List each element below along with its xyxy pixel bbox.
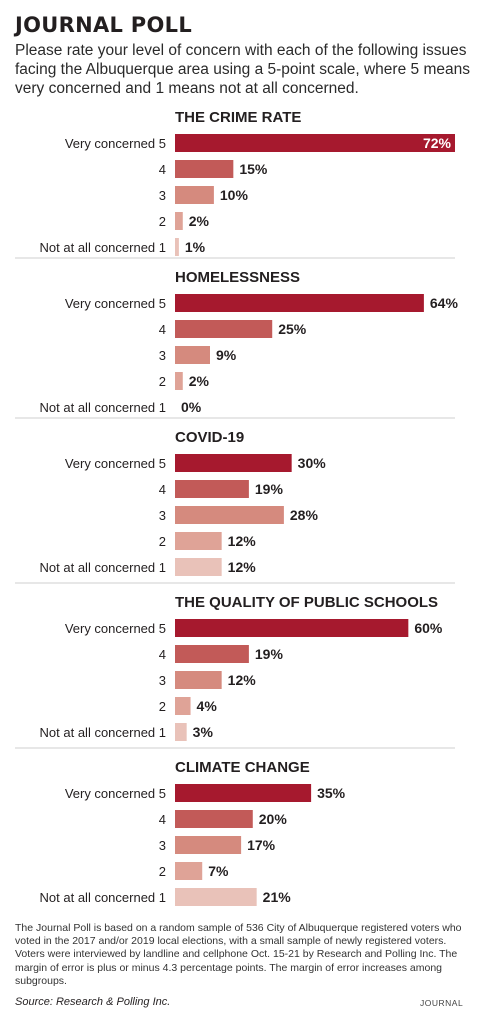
bar [175, 888, 257, 906]
row-label: Not at all concerned 1 [40, 400, 166, 415]
row-label: Very concerned 5 [65, 621, 166, 636]
row-label: 4 [159, 322, 166, 337]
bar [175, 134, 455, 152]
bar [175, 784, 312, 802]
value-label: 1% [185, 239, 206, 255]
row-label: 2 [159, 699, 166, 714]
bar [175, 454, 292, 472]
chart-subtitle: Please rate your level of concern with e… [15, 42, 470, 97]
value-label: 12% [228, 559, 257, 575]
bar [175, 619, 409, 637]
bar [175, 320, 273, 338]
value-label: 25% [278, 321, 307, 337]
bar [175, 346, 210, 364]
bar [175, 506, 284, 524]
row-label: 4 [159, 482, 166, 497]
row-label: 2 [159, 374, 166, 389]
value-label: 10% [220, 187, 249, 203]
value-label: 19% [255, 646, 284, 662]
value-label: 21% [263, 889, 292, 905]
bar [175, 186, 214, 204]
bar [175, 836, 242, 854]
row-label: Very concerned 5 [65, 296, 166, 311]
row-label: 3 [159, 673, 166, 688]
row-label: 3 [159, 508, 166, 523]
row-label: 3 [159, 348, 166, 363]
bar [175, 671, 222, 689]
bar [175, 810, 253, 828]
section-title: HOMELESSNESS [175, 269, 300, 286]
bar [175, 723, 187, 741]
value-label: 4% [197, 698, 218, 714]
bar [175, 480, 249, 498]
row-label: 2 [159, 864, 166, 879]
value-label: 35% [317, 785, 346, 801]
chart-title: JOURNAL POLL [15, 13, 193, 37]
row-label: 4 [159, 162, 166, 177]
row-label: Not at all concerned 1 [40, 560, 166, 575]
row-label: 2 [159, 534, 166, 549]
value-label: 12% [228, 533, 257, 549]
section-title: COVID-19 [175, 429, 244, 446]
journal-brand: JOURNAL [420, 998, 464, 1008]
row-label: Very concerned 5 [65, 786, 166, 801]
row-label: Not at all concerned 1 [40, 890, 166, 905]
section-title: THE CRIME RATE [175, 109, 301, 126]
value-label: 2% [189, 373, 210, 389]
value-label: 60% [414, 620, 443, 636]
bar [175, 212, 183, 230]
poll-chart: THE CRIME RATE Very concerned 5 72% 4 15% 3 10… [15, 109, 459, 906]
value-label: 64% [430, 295, 459, 311]
bar [175, 697, 191, 715]
value-label: 17% [247, 837, 276, 853]
value-label: 9% [216, 347, 237, 363]
bar [175, 645, 249, 663]
bar [175, 862, 203, 880]
bar [175, 532, 222, 550]
value-label: 19% [255, 481, 284, 497]
value-label: 15% [239, 161, 268, 177]
value-label: 12% [228, 672, 257, 688]
section-title: CLIMATE CHANGE [175, 759, 310, 776]
row-label: Very concerned 5 [65, 456, 166, 471]
value-label: 28% [290, 507, 319, 523]
bar [175, 238, 179, 256]
row-label: 2 [159, 214, 166, 229]
row-label: 4 [159, 647, 166, 662]
value-label: 3% [193, 724, 214, 740]
section-title: THE QUALITY OF PUBLIC SCHOOLS [175, 594, 438, 611]
value-label: 72% [423, 135, 452, 151]
value-label: 7% [208, 863, 229, 879]
bar [175, 160, 234, 178]
row-label: 4 [159, 812, 166, 827]
row-label: 3 [159, 838, 166, 853]
row-label: Not at all concerned 1 [40, 725, 166, 740]
bar [175, 558, 222, 576]
row-label: Very concerned 5 [65, 136, 166, 151]
value-label: 30% [298, 455, 327, 471]
bar [175, 294, 424, 312]
header: JOURNAL POLL Please rate your level of c… [15, 12, 470, 98]
value-label: 0% [181, 399, 202, 415]
value-label: 2% [189, 213, 210, 229]
row-label: Not at all concerned 1 [40, 240, 166, 255]
methodology-note: The Journal Poll is based on a random sa… [15, 922, 462, 987]
value-label: 20% [259, 811, 288, 827]
bar [175, 372, 183, 390]
source-credit: Source: Research & Polling Inc. [15, 996, 171, 1008]
row-label: 3 [159, 188, 166, 203]
